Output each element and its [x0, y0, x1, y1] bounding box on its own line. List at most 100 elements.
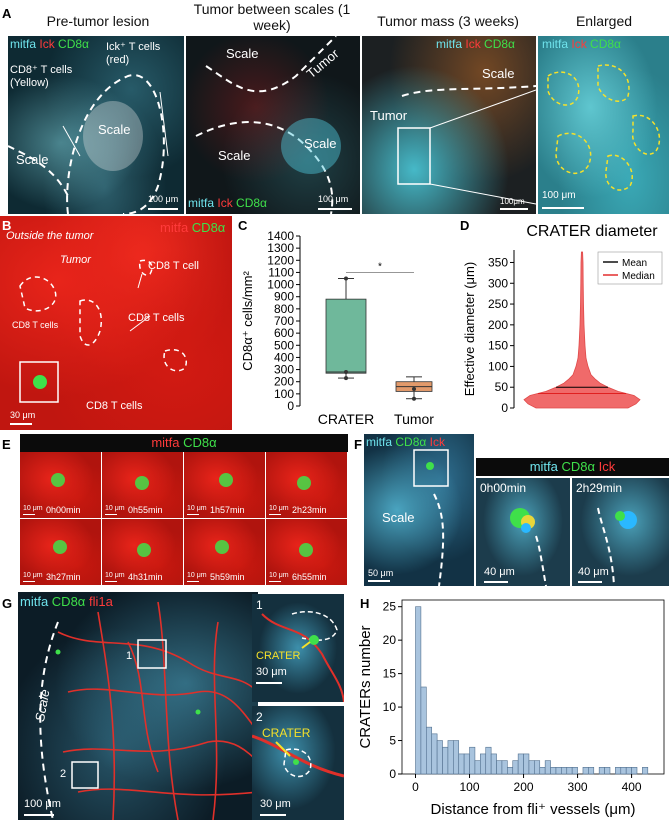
header-tumor-mass: Tumor mass (3 weeks): [377, 13, 519, 29]
label-scale: Scale: [382, 510, 415, 525]
y-tick-label: 100: [274, 387, 294, 401]
scalebar: [10, 423, 32, 425]
image-g-inset-1: 1 CRATER 30 μm: [252, 594, 344, 702]
image-enlarged: mitfa Ick CD8α 100 μm: [538, 36, 669, 214]
scalebar: [269, 514, 281, 515]
scalebar-text: 100μm: [500, 197, 525, 206]
histogram-bar: [534, 760, 541, 775]
panel-label-c: C: [238, 218, 248, 233]
y-tick-label: 1200: [267, 253, 294, 267]
scalebar: [260, 814, 286, 816]
frame-time: 6h55min: [292, 572, 327, 582]
timelapse-frame: 0h00min 10 μm: [20, 452, 101, 518]
timelapse-frame: 3h27min 10 μm: [20, 519, 101, 585]
histogram-bar: [442, 746, 449, 775]
x-tick-label: CRATER: [318, 411, 375, 427]
label-cd8-t-cells: CD8 T cells: [86, 400, 143, 412]
chart-title: CRATER diameter: [526, 223, 658, 240]
histogram-bar: [480, 753, 487, 775]
scalebar-text: 100 μm: [542, 190, 576, 201]
label-scale: Scale: [16, 152, 49, 167]
scalebar-text: 10 μm: [187, 505, 207, 512]
y-tick-label: 0: [287, 399, 294, 413]
histogram-bar: [528, 760, 535, 775]
scalebar-text: 40 μm: [578, 566, 609, 578]
scalebar: [484, 581, 508, 583]
histogram-bar: [501, 760, 508, 775]
image-pre-tumor: mitfa Ick CD8α Ick⁺ T cells (red) CD8⁺ T…: [8, 36, 184, 214]
e-timelapse-grid: 0h00min 10 μm 0h55min 10 μm 1h57min 10 μm 2h23…: [20, 452, 348, 586]
chart-h-histogram: 0 100 200 300 400 0 5 10 15 20 25 Distance from fli…: [357, 599, 665, 818]
y-axis-label: Effective diameter (μm): [462, 262, 477, 396]
channel-lck: Ick: [429, 435, 445, 449]
y-tick-label: 300: [488, 276, 508, 290]
channel-cd8: CD8α: [183, 435, 217, 450]
scalebar: [578, 581, 602, 583]
panel-label-g: G: [2, 596, 13, 611]
histogram-bar: [469, 746, 476, 775]
image-f-inset-1: 0h00min 40 μm: [476, 478, 570, 586]
timelapse-frame: 2h23min 10 μm: [266, 452, 347, 518]
channel-cd8: CD8α: [561, 459, 596, 474]
scalebar-text: 100 μm: [318, 194, 349, 204]
timelapse-frame: 1h57min 10 μm: [184, 452, 265, 518]
scalebar: [187, 514, 199, 515]
y-tick-label: 400: [274, 350, 294, 364]
timelapse-frame: 4h31min 10 μm: [102, 519, 183, 585]
histogram-bar: [604, 767, 611, 775]
histogram-bar: [447, 740, 454, 775]
y-axis-label: CRATERs number: [357, 625, 374, 748]
scalebar-text: 10 μm: [105, 572, 125, 579]
y-tick-label: 200: [274, 375, 294, 389]
data-point: [412, 387, 416, 391]
channel-lck: Ick: [571, 37, 587, 51]
histogram-bar: [496, 760, 503, 775]
y-tick-label: 150: [488, 339, 508, 353]
channel-cd8: CD8α: [395, 435, 427, 449]
label-scale: Scale: [482, 66, 515, 81]
label-scale: Scale: [226, 46, 259, 61]
scalebar-text: 40 μm: [484, 566, 515, 578]
y-tick-label: 800: [274, 302, 294, 316]
histogram-bar: [539, 767, 546, 775]
image-f-inset-2: 2h29min 40 μm: [572, 478, 669, 586]
histogram-bar: [631, 767, 638, 775]
histogram-bar: [598, 767, 605, 775]
histogram-bar: [490, 753, 497, 775]
inset-number: 2: [256, 710, 263, 724]
frame-time: 5h59min: [210, 572, 245, 582]
y-tick-label: 500: [274, 338, 294, 352]
histogram-bar: [620, 767, 627, 775]
significance-label: *: [378, 261, 382, 272]
label-crater: CRATER: [262, 726, 311, 740]
panel-label-d: D: [460, 218, 470, 233]
frame-time: 2h23min: [292, 505, 327, 515]
histogram-bar: [431, 733, 438, 775]
image-g-inset-2: 2 CRATER 30 μm: [252, 706, 344, 820]
label-tumor: Tumor: [60, 254, 91, 266]
image-outside-tumor: Outside the tumor mitfa CD8α Tumor CD8 T…: [0, 216, 232, 430]
panel-label-e: E: [2, 437, 11, 452]
y-tick-label: 0: [389, 767, 396, 781]
label-lck-t-cells: Ick⁺ T cells (red): [106, 41, 161, 66]
histogram-bar: [582, 767, 589, 775]
channel-cd8: CD8α: [191, 220, 226, 235]
scalebar: [269, 581, 281, 582]
channel-cd8: CD8α: [51, 594, 86, 609]
x-axis-label: Distance from fli⁺ vessels (μm): [431, 801, 636, 818]
legend-label: Median: [622, 271, 655, 282]
histogram-bar: [561, 767, 568, 775]
tile4-channels: mitfa Ick CD8α: [542, 37, 621, 51]
label-tumor: Tumor: [370, 108, 408, 123]
legend-label: Mean: [622, 258, 647, 269]
panel-label-b: B: [2, 218, 12, 233]
y-tick-label: 350: [488, 255, 508, 269]
scalebar-text: 100 μm: [148, 194, 179, 204]
scalebar: [105, 581, 117, 582]
channel-cd8: CD8α: [58, 37, 89, 51]
frame-time: 2h29min: [576, 481, 623, 495]
histogram-bar: [436, 740, 443, 775]
caption-outside-tumor: Outside the tumor: [6, 230, 94, 242]
image-tumor-mass: mitfa Ick CD8α Scale Tumor 100μm: [362, 36, 536, 214]
x-tick-label: 300: [568, 780, 588, 794]
